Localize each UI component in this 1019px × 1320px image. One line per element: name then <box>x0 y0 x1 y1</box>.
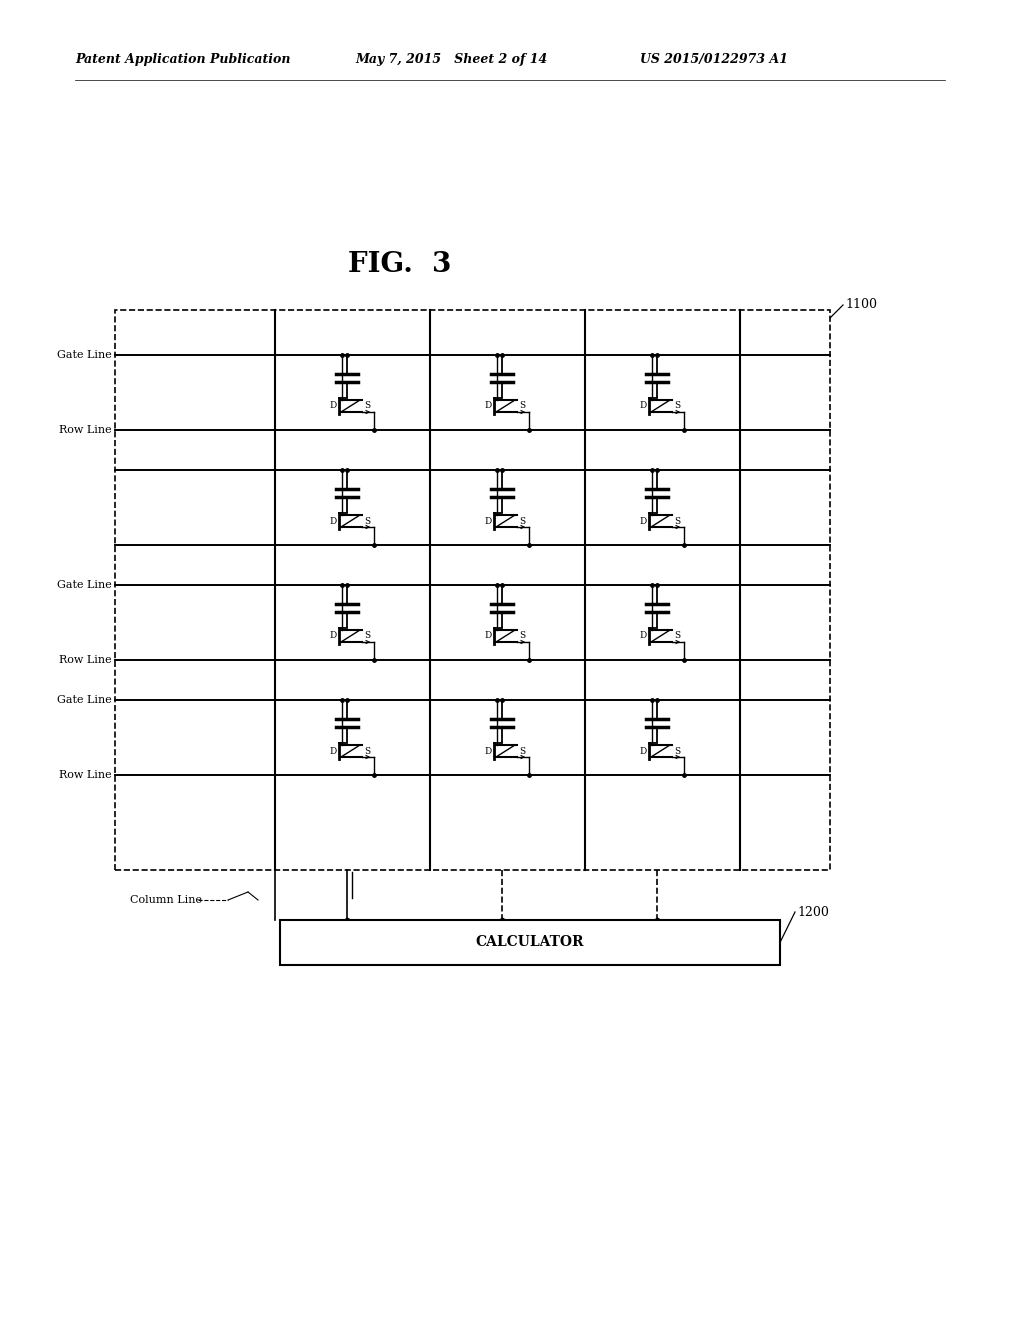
Text: D: D <box>639 516 646 525</box>
Text: S: S <box>364 401 370 411</box>
Text: CALCULATOR: CALCULATOR <box>475 936 584 949</box>
Text: May 7, 2015   Sheet 2 of 14: May 7, 2015 Sheet 2 of 14 <box>355 54 547 66</box>
Bar <box>280 920 780 965</box>
Text: 1200: 1200 <box>796 906 828 919</box>
Text: Row Line: Row Line <box>59 425 112 436</box>
Text: Gate Line: Gate Line <box>57 696 112 705</box>
Text: D: D <box>329 516 336 525</box>
Text: D: D <box>484 516 491 525</box>
Text: S: S <box>674 631 680 640</box>
Text: FIG.  3: FIG. 3 <box>347 252 451 279</box>
Text: 1100: 1100 <box>844 298 876 312</box>
Text: Patent Application Publication: Patent Application Publication <box>75 54 290 66</box>
Text: Column Line: Column Line <box>129 895 202 906</box>
Text: Row Line: Row Line <box>59 770 112 780</box>
Text: S: S <box>519 516 525 525</box>
Text: US 2015/0122973 A1: US 2015/0122973 A1 <box>639 54 788 66</box>
Text: Row Line: Row Line <box>59 655 112 665</box>
Text: S: S <box>519 747 525 755</box>
Text: D: D <box>639 631 646 640</box>
Text: Gate Line: Gate Line <box>57 350 112 360</box>
Text: S: S <box>364 747 370 755</box>
Text: Gate Line: Gate Line <box>57 579 112 590</box>
Text: S: S <box>364 631 370 640</box>
Text: S: S <box>519 631 525 640</box>
Text: S: S <box>674 516 680 525</box>
Text: D: D <box>329 747 336 755</box>
Text: S: S <box>674 747 680 755</box>
Text: S: S <box>519 401 525 411</box>
Text: D: D <box>329 631 336 640</box>
Bar <box>115 310 829 870</box>
Text: D: D <box>329 401 336 411</box>
Text: S: S <box>674 401 680 411</box>
Text: D: D <box>484 747 491 755</box>
Text: S: S <box>364 516 370 525</box>
Text: D: D <box>484 401 491 411</box>
Text: D: D <box>639 401 646 411</box>
Text: D: D <box>639 747 646 755</box>
Text: D: D <box>484 631 491 640</box>
